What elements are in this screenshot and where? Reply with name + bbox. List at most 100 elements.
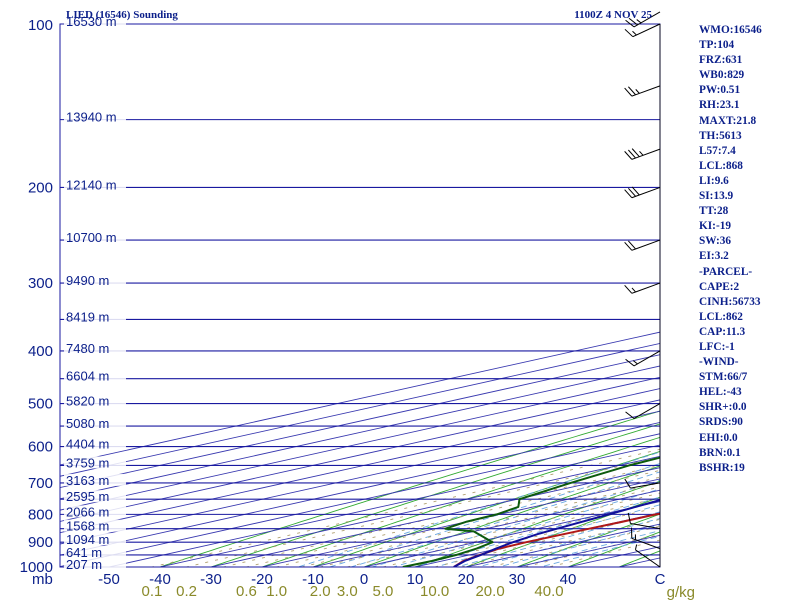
height-label-bg (64, 505, 126, 518)
height-label: 7480 m (66, 341, 109, 356)
height-label-bg (64, 533, 126, 546)
wind-barb-staff (633, 350, 661, 367)
isotherm-line (157, 455, 660, 567)
index-item: LCL:862 (699, 310, 743, 323)
height-label: 1094 m (66, 532, 109, 547)
index-item: LFC:-1 (699, 340, 735, 353)
height-label: 13940 m (66, 110, 117, 125)
height-label: 207 m (66, 557, 102, 572)
index-item: L57:7.4 (699, 144, 736, 157)
wind-barb-staff (631, 186, 661, 199)
height-label: 641 m (66, 545, 102, 560)
index-item: SHR+:0.0 (699, 401, 747, 414)
wind-barb-staff (633, 11, 661, 28)
height-label-bg (64, 178, 126, 191)
dry-adiabat-line (158, 410, 660, 567)
mixing-ratio-label: 10.0 (420, 583, 449, 600)
pressure-tick-label: 1000 (20, 559, 53, 576)
temperature-profile (453, 512, 660, 567)
mixing-ratio-label: 0.6 (236, 583, 257, 600)
index-item: SI:13.9 (699, 190, 734, 203)
observation-time: 1100Z 4 NOV 25 (574, 9, 652, 21)
moist-adiabat-line (476, 517, 660, 567)
height-label: 10700 m (66, 230, 117, 245)
wind-barb-flag (624, 189, 633, 199)
index-item: EHI:0.0 (699, 431, 738, 444)
mixing-ratio-line (299, 482, 660, 567)
index-item: LCL:868 (699, 159, 743, 172)
temperature-tick-label: 0 (360, 571, 368, 588)
wind-barb-flag (631, 186, 640, 196)
temperature-tick-label: -20 (251, 571, 273, 588)
wind-barb-half (632, 360, 638, 365)
moist-adiabat-line (455, 511, 660, 567)
index-item: TT:28 (699, 205, 729, 218)
height-label-bg (64, 417, 126, 430)
wind-profile (624, 11, 661, 568)
index-item: CAPE:2 (699, 280, 740, 293)
mixing-ratio-line (221, 464, 660, 567)
series-layer (402, 456, 660, 567)
index-item: TP:104 (699, 39, 735, 52)
index-item: CAP:11.3 (699, 325, 746, 338)
isotherm-line (60, 410, 660, 545)
temperature-tick-label: 10 (407, 571, 424, 588)
mixing-ratio-label: 40.0 (534, 583, 563, 600)
dry-adiabat-line (362, 465, 660, 567)
wind-barb-flag (624, 478, 631, 489)
index-item: SRDS:90 (699, 416, 743, 429)
wind-barb-half (631, 287, 636, 293)
pressure-tick-label: 800 (28, 506, 53, 523)
mixing-ratio-line (405, 506, 660, 567)
dry-adiabat-line (260, 436, 660, 567)
isotherm-line (60, 376, 660, 511)
index-item: EI:3.2 (699, 250, 729, 263)
mixing-ratio-line (432, 512, 660, 567)
height-label: 2595 m (66, 489, 109, 504)
index-item: HEL:-43 (699, 386, 742, 399)
index-item: LI:9.6 (699, 174, 729, 187)
wind-barb-flag (624, 241, 633, 251)
wind-barb-half (639, 150, 644, 156)
isotherm-line (60, 365, 660, 500)
wind-barb-flag (624, 87, 633, 97)
height-label-bg (64, 274, 126, 287)
height-label-bg (64, 15, 126, 27)
mixing-ratio-label: 0.1 (142, 583, 163, 600)
isobar-layer (59, 23, 661, 568)
wind-barb-flag (625, 411, 635, 419)
moist-adiabat-line (370, 479, 660, 567)
wind-barb-staff (630, 482, 661, 489)
pressure-tick-label: 700 (28, 475, 53, 492)
parcel-profile (453, 498, 660, 567)
stability-indices-panel: WMO:16546 TP:104 FRZ:631 WB0:829 PW:0.51 RH:2… (699, 23, 799, 476)
height-label-bg (64, 558, 126, 570)
wind-barb-flag (628, 187, 636, 197)
index-item: BRN:0.1 (699, 446, 741, 459)
wind-barb-flag (624, 151, 633, 160)
dry-adiabat-line (209, 423, 660, 567)
index-item: STM:66/7 (699, 371, 748, 384)
isotherm-line (60, 399, 660, 534)
mixing-ratio-line (381, 500, 660, 567)
pressure-tick-label: 200 (28, 179, 53, 196)
height-label-bg (64, 473, 126, 486)
pressure-tick-label: 500 (28, 396, 53, 413)
index-item: RH:23.1 (699, 99, 740, 112)
pressure-tick-label: 600 (28, 439, 53, 456)
index-item: -PARCEL- (699, 265, 753, 278)
height-label-bg (64, 341, 126, 354)
wind-barb-staff (632, 23, 661, 38)
wind-barb-flag (624, 28, 634, 38)
mixing-ratio-line (459, 518, 660, 567)
temperature-tick-label: C (655, 571, 666, 588)
isotherm-line (208, 467, 660, 567)
wind-barb-staff (633, 403, 661, 419)
index-item: WB0:829 (699, 69, 745, 82)
wind-barb-half (635, 89, 640, 94)
height-label-bg (64, 490, 126, 503)
height-label-bg (64, 456, 126, 469)
height-label: 9490 m (66, 273, 109, 288)
mixing-ratio-line (244, 469, 660, 567)
